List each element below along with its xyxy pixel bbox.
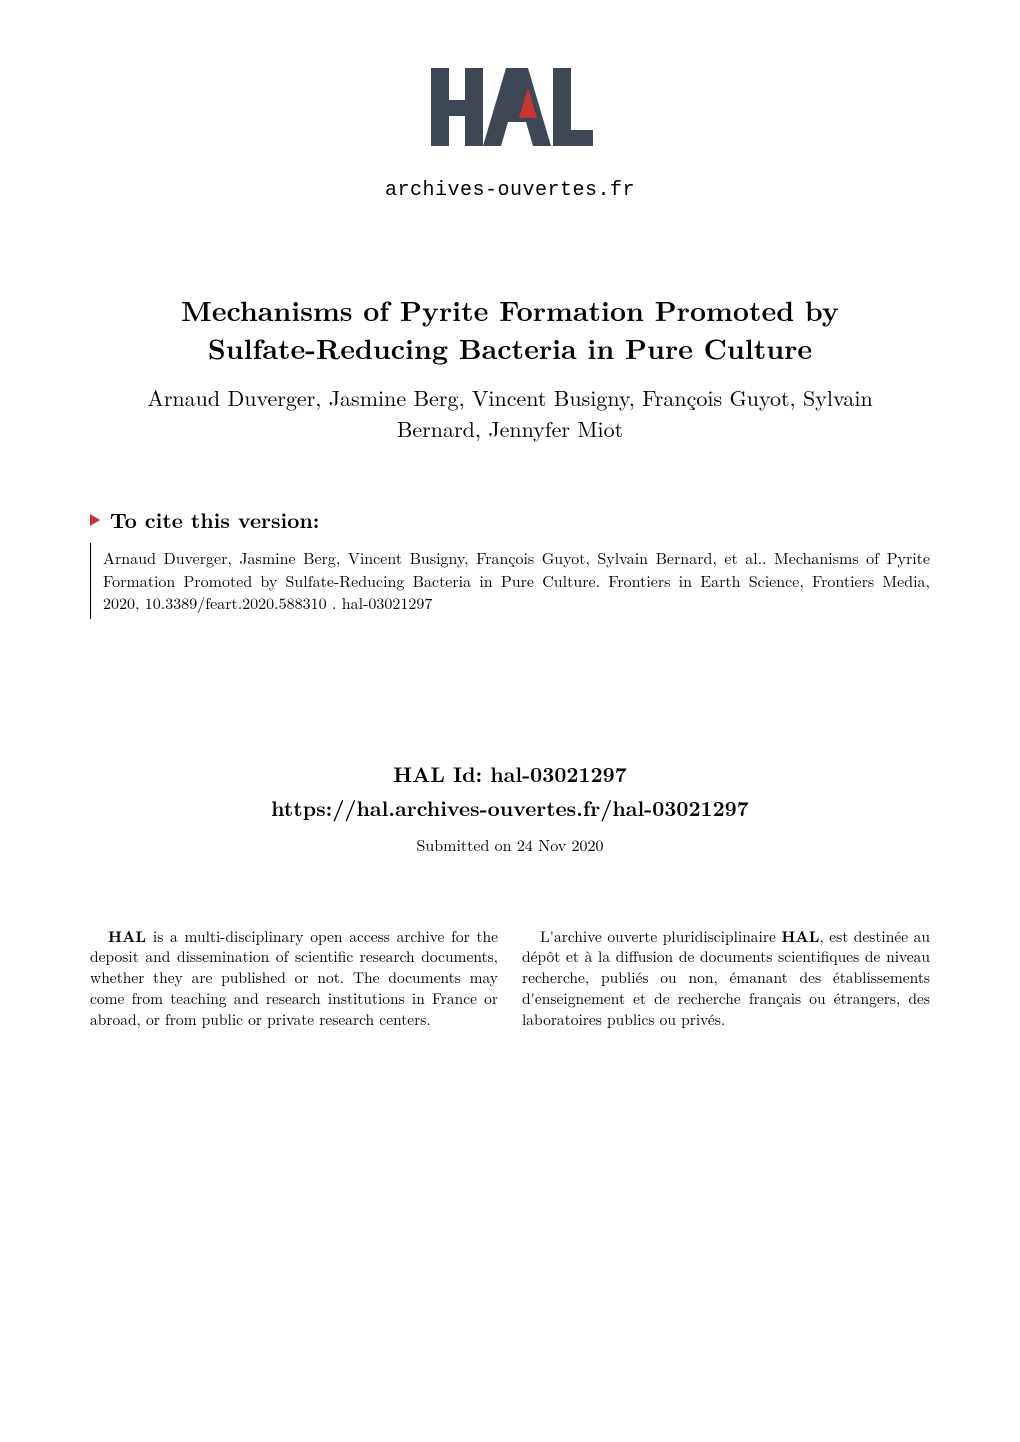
authors-line-1: Arnaud Duverger, Jasmine Berg, Vincent B… [147, 382, 872, 413]
right-pre: L'archive ouverte pluridisciplinaire [540, 926, 781, 947]
description-columns: HAL is a multi-disciplinary open access … [90, 926, 930, 1032]
hal-id-line: HAL Id: hal-03021297 [90, 759, 930, 789]
paper-title: Mechanisms of Pyrite Formation Promoted … [90, 292, 930, 368]
submitted-date: Submitted on 24 Nov 2020 [90, 833, 930, 856]
left-column: HAL is a multi-disciplinary open access … [90, 926, 498, 1032]
hal-id-label: HAL Id: [393, 759, 490, 789]
logo-text: archives-ouvertes.fr [90, 179, 930, 202]
hal-id-value: hal-03021297 [490, 759, 627, 789]
hal-logo-block: archives-ouvertes.fr [90, 60, 930, 202]
cite-heading: To cite this version: [110, 505, 319, 535]
title-line-1: Mechanisms of Pyrite Formation Promoted … [181, 290, 839, 330]
left-rest: is a multi-disciplinary open access arch… [90, 926, 498, 1031]
author-list: Arnaud Duverger, Jasmine Berg, Vincent B… [90, 382, 930, 446]
triangle-marker-icon [90, 514, 100, 526]
hal-url[interactable]: https://hal.archives-ouvertes.fr/hal-030… [90, 793, 930, 823]
left-column-text: HAL is a multi-disciplinary open access … [90, 926, 498, 1032]
cite-heading-row: To cite this version: [90, 505, 930, 535]
right-column-text: L'archive ouverte pluridisciplinaire HAL… [522, 926, 930, 1032]
right-lead-bold: HAL [781, 924, 819, 947]
citation-block: Arnaud Duverger, Jasmine Berg, Vincent B… [90, 543, 930, 618]
authors-line-2: Bernard, Jennyfer Miot [397, 413, 623, 444]
left-lead-bold: HAL [108, 924, 146, 947]
title-line-2: Sulfate-Reducing Bacteria in Pure Cultur… [208, 328, 812, 368]
right-column: L'archive ouverte pluridisciplinaire HAL… [522, 926, 930, 1032]
hal-logo-icon [425, 60, 595, 170]
